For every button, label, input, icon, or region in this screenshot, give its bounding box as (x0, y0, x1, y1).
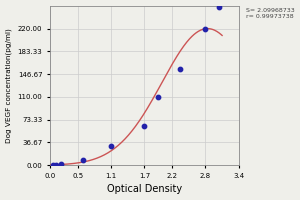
Point (50, 164, 55, 167)
Point (142, 125, 147, 128)
Text: S= 2.09968733
r= 0.99973738: S= 2.09968733 r= 0.99973738 (246, 8, 294, 19)
Point (156, 95, 161, 98)
Y-axis label: Dog VEGF concentration(pg/ml): Dog VEGF concentration(pg/ml) (6, 28, 12, 143)
Point (81, 159, 86, 162)
Point (217, 5, 222, 8)
X-axis label: Optical Density: Optical Density (107, 184, 182, 194)
Point (178, 67, 183, 71)
Point (53, 163, 58, 167)
Point (109, 144, 113, 147)
Point (59, 163, 64, 166)
Point (203, 27, 208, 30)
